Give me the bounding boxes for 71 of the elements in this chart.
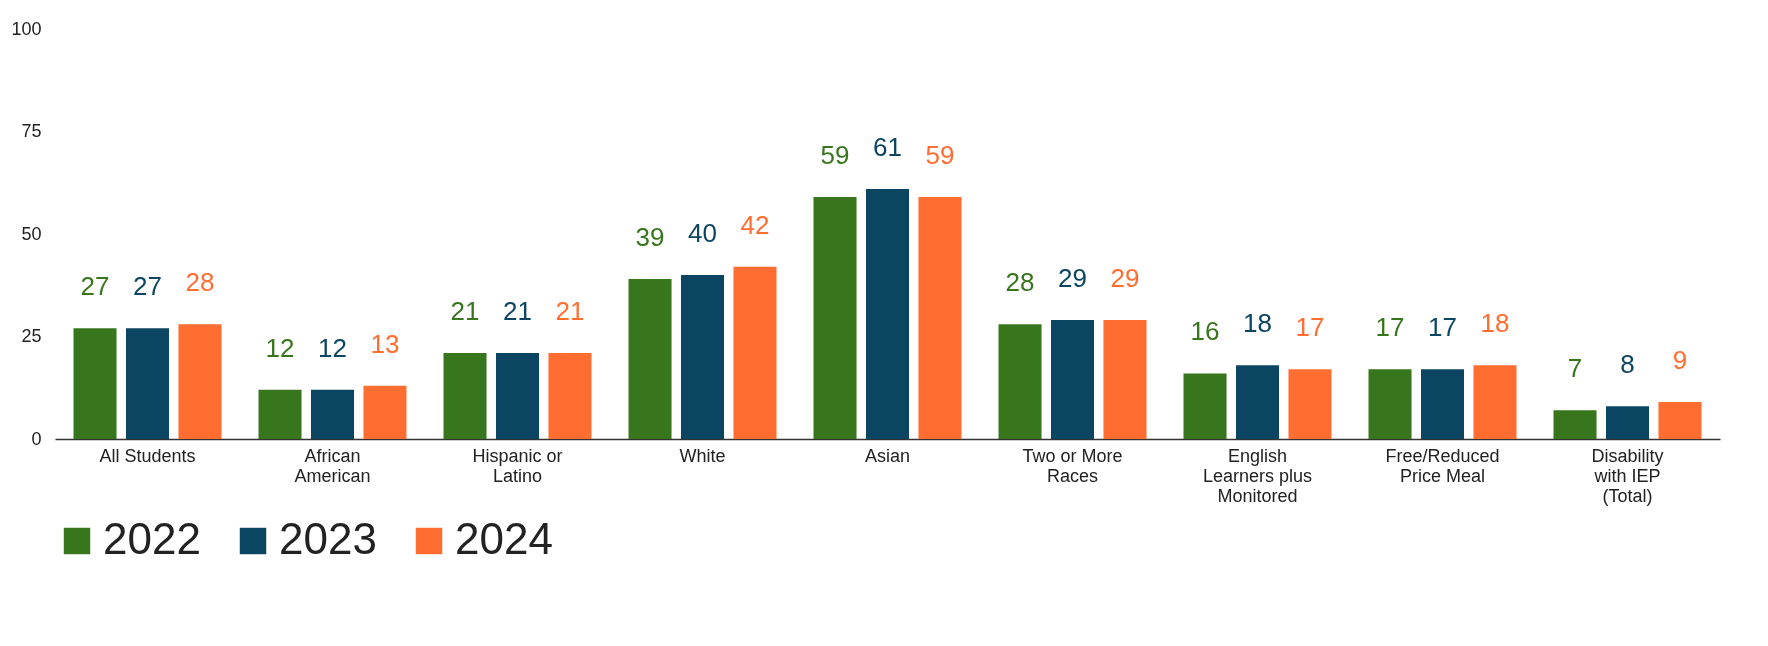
- legend-label: 2022: [103, 514, 201, 563]
- bar: [1050, 320, 1095, 439]
- data-label: 27: [133, 271, 162, 302]
- bar: [310, 389, 355, 439]
- data-label: 27: [80, 271, 110, 302]
- data-label: 39: [635, 222, 665, 253]
- bar: [865, 188, 910, 439]
- bar: [548, 352, 592, 439]
- bar: [1288, 369, 1332, 439]
- data-label: 17: [1428, 312, 1457, 343]
- data-label: 21: [450, 295, 480, 326]
- bar: [918, 197, 962, 439]
- data-label: 21: [503, 295, 532, 326]
- data-label: 42: [740, 209, 770, 240]
- bar: [443, 352, 487, 439]
- bar: [178, 324, 222, 439]
- data-label: 18: [1243, 308, 1272, 339]
- bar: [1183, 373, 1227, 439]
- y-tick-label: 50: [21, 223, 42, 244]
- data-label: 40: [688, 218, 717, 248]
- bar: [998, 324, 1042, 439]
- data-label: 18: [1480, 308, 1510, 339]
- y-tick-label: 75: [21, 121, 42, 141]
- y-tick-label: 25: [21, 326, 42, 346]
- data-label: 17: [1375, 312, 1405, 343]
- x-tick-label: Two or More Races: [1022, 445, 1123, 486]
- data-label: 28: [1005, 267, 1035, 298]
- data-label: 28: [185, 267, 215, 298]
- data-label: 12: [318, 332, 347, 363]
- data-label: 12: [265, 332, 295, 363]
- bar: [1473, 365, 1517, 439]
- y-tick-label: 100: [11, 18, 42, 39]
- data-label: 61: [873, 131, 902, 162]
- bar: [125, 328, 170, 439]
- data-label: 8: [1620, 349, 1635, 380]
- bar: [813, 197, 857, 439]
- bar: [1658, 402, 1702, 439]
- data-label: 16: [1190, 316, 1220, 347]
- bar: [363, 385, 407, 439]
- bar: [1235, 365, 1280, 439]
- x-tick-label: Asian: [864, 445, 911, 466]
- data-label: 9: [1672, 345, 1688, 376]
- x-tick-label: White: [679, 445, 726, 466]
- data-label: 29: [1110, 263, 1140, 294]
- data-label: 21: [555, 295, 585, 326]
- bar: [1420, 369, 1465, 439]
- bar: [680, 275, 725, 439]
- x-tick-label: All Students: [99, 445, 196, 466]
- x-tick-label: Disability with IEP (Total): [1591, 445, 1664, 506]
- data-label: 7: [1567, 353, 1583, 384]
- x-tick-label: African American: [294, 445, 371, 486]
- data-label: 17: [1295, 312, 1325, 343]
- data-label: 29: [1058, 263, 1087, 294]
- bar: [1103, 320, 1147, 439]
- bar: [628, 279, 672, 439]
- legend-label: 2024: [455, 514, 553, 563]
- bar: [1605, 406, 1650, 439]
- bar: [733, 266, 777, 439]
- data-label: 13: [370, 328, 400, 359]
- bar: [258, 389, 302, 439]
- y-tick-label: 0: [31, 428, 42, 449]
- legend-label: 2023: [279, 514, 377, 563]
- bar: [1368, 369, 1412, 439]
- data-label: 59: [820, 140, 850, 171]
- bar: [73, 328, 117, 439]
- data-label: 59: [925, 140, 955, 171]
- x-tick-label: English Learners plus Monitored: [1202, 445, 1313, 506]
- bar: [495, 352, 540, 439]
- x-tick-label: Free/Reduced Price Meal: [1385, 445, 1500, 486]
- bar: [1553, 410, 1597, 439]
- x-tick-label: Hispanic or Latino: [472, 445, 563, 486]
